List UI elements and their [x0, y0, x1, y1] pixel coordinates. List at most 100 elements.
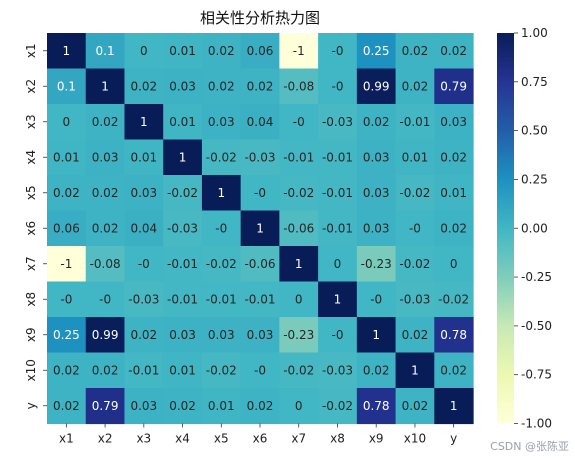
colorbar-ticks: 1.00 0.75 0.50 0.25 0.00 -0.25 -0.50 -0.75 -1.00	[514, 26, 552, 431]
heatmap-cell	[356, 104, 397, 141]
y-tick-label: x1	[24, 43, 38, 58]
cell-value-label: -0.06	[283, 221, 314, 235]
cell-value-label: 0	[334, 257, 342, 271]
x-tick-label: x2	[98, 432, 113, 446]
heatmap-cell	[356, 352, 397, 389]
heatmap-cell	[395, 317, 435, 354]
heatmap-cell	[318, 246, 358, 283]
cell-value-label: -0.06	[244, 257, 275, 271]
heatmap-cell	[163, 139, 203, 176]
heatmap-cell	[240, 281, 280, 318]
colorbar-tick-label: 0.50	[521, 124, 548, 138]
heatmap-cell	[163, 281, 203, 318]
cell-value-label: 0.03	[363, 221, 390, 235]
heatmap-cell	[47, 281, 87, 318]
heatmap-cell	[124, 139, 164, 176]
heatmap-cell	[318, 175, 358, 212]
cell-value-label: 0.02	[402, 328, 429, 342]
cell-value-label: 0	[295, 292, 303, 306]
cell-value-label: 1	[140, 115, 148, 129]
heatmap-cell	[434, 388, 474, 425]
cell-value-label: 0.03	[169, 79, 196, 93]
heatmap-cell	[201, 68, 242, 105]
heatmap-cell	[47, 246, 87, 283]
y-tick-label: x9	[24, 327, 38, 342]
heatmap-cell	[163, 210, 203, 247]
heatmap-cell	[318, 281, 358, 318]
heatmap-cell	[279, 352, 319, 389]
heatmap-cell	[163, 388, 203, 425]
cell-value-label: 0.78	[363, 399, 390, 413]
heatmap-cell	[318, 210, 358, 247]
cell-value-label: 0.02	[402, 399, 429, 413]
cell-value-label: 0.02	[440, 363, 467, 377]
cell-value-label: -1	[60, 257, 72, 271]
cell-value-label: -0.02	[283, 363, 314, 377]
heatmap-cell	[240, 388, 280, 425]
colorbar-tick-label: 0.00	[521, 221, 548, 235]
cell-value-label: 0.01	[169, 44, 196, 58]
heatmap-cell	[85, 139, 126, 176]
heatmap-cell	[356, 175, 397, 212]
colorbar-tick-label: -1.00	[521, 417, 552, 431]
y-tick-label: x5	[24, 185, 38, 200]
heatmap-cell	[124, 68, 164, 105]
heatmap-cell	[240, 33, 280, 70]
cell-value-label: -0.02	[167, 186, 198, 200]
x-tick-label: x6	[253, 432, 268, 446]
cell-value-label: -0.01	[283, 150, 314, 164]
cell-value-label: 0.1	[57, 79, 76, 93]
heatmap-cell	[85, 281, 126, 318]
heatmap-cell	[201, 281, 242, 318]
heatmap-cell	[124, 352, 164, 389]
cell-value-label: 0.02	[440, 221, 467, 235]
cell-value-label: -0.23	[361, 257, 392, 271]
cell-value-label: -0	[60, 292, 72, 306]
cell-value-label: -0.01	[167, 292, 198, 306]
heatmap-cell	[240, 175, 280, 212]
cell-value-label: 1	[256, 221, 264, 235]
cell-value-label: 0.01	[402, 150, 429, 164]
heatmap-cell	[240, 68, 280, 105]
cell-value-label: -0.08	[283, 79, 314, 93]
heatmap-cell	[201, 139, 242, 176]
cell-value-label: 0.01	[169, 115, 196, 129]
heatmap-cell	[201, 317, 242, 354]
heatmap-cell	[434, 352, 474, 389]
heatmap-cell	[356, 246, 397, 283]
cell-value-label: 1	[295, 257, 303, 271]
heatmap-cell	[434, 33, 474, 70]
heatmap-cell	[318, 388, 358, 425]
heatmap-cell	[434, 175, 474, 212]
heatmap-cell	[163, 33, 203, 70]
cell-value-label: 0	[63, 115, 71, 129]
x-tick-label: y	[450, 432, 457, 446]
cell-value-label: -0.03	[399, 292, 430, 306]
cell-value-label: -0.01	[399, 115, 430, 129]
heatmap-cell	[318, 68, 358, 105]
cell-value-label: 0.01	[130, 150, 157, 164]
cell-value-label: 0	[295, 399, 303, 413]
cell-value-label: 0.02	[53, 186, 80, 200]
heatmap-cell	[279, 281, 319, 318]
heatmap-cell	[356, 210, 397, 247]
heatmap-cell	[395, 68, 435, 105]
heatmap-cell	[318, 33, 358, 70]
x-tick-label: x5	[214, 432, 229, 446]
heatmap-cell	[47, 352, 87, 389]
cell-value-label: -0.02	[206, 150, 237, 164]
cell-value-label: 0	[450, 257, 458, 271]
cell-value-label: -0	[331, 44, 343, 58]
cell-value-label: 0.04	[130, 221, 157, 235]
heatmap-cell	[85, 210, 126, 247]
heatmap-cell	[395, 388, 435, 425]
heatmap-cell	[395, 246, 435, 283]
cell-value-label: 0.78	[440, 328, 467, 342]
cell-value-label: 0.02	[208, 79, 235, 93]
heatmap-cell	[279, 317, 319, 354]
cell-value-label: 1	[372, 328, 380, 342]
heatmap-cell	[318, 317, 358, 354]
heatmap-cell	[434, 246, 474, 283]
heatmap-cell	[47, 33, 87, 70]
cell-value-label: 1	[217, 186, 225, 200]
